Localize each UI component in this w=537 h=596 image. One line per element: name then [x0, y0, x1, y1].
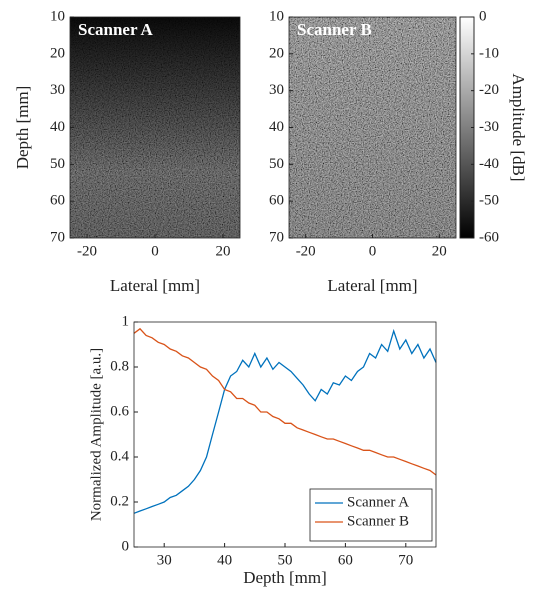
y-axis-label: Depth [mm] [13, 86, 32, 170]
y-tick-label: 50 [50, 156, 65, 172]
y-tick-label: 20 [50, 45, 65, 61]
x-axis-label: Depth [mm] [243, 568, 327, 587]
x-tick-label: 20 [432, 243, 447, 259]
x-tick-label: 50 [278, 552, 293, 568]
axes-frame [133, 321, 437, 548]
y-axis-label: Amplitude [dB] [509, 73, 528, 181]
x-axis-label: Lateral [mm] [327, 276, 417, 295]
y-tick-label: 50 [269, 156, 284, 172]
y-tick-label: 30 [50, 82, 65, 98]
line-series [133, 328, 437, 514]
x-axis-label: Lateral [mm] [110, 276, 200, 295]
axes-frame [288, 16, 457, 239]
y-tick-label: 0.6 [110, 403, 129, 419]
legend-box [309, 488, 433, 542]
x-tick-label: 40 [217, 552, 232, 568]
x-tick-label: 0 [369, 243, 377, 259]
y-tick-label: 1 [122, 313, 130, 329]
y-tick-label: 60 [50, 193, 65, 209]
panel-title: Scanner A [78, 20, 154, 39]
x-tick-label: -20 [77, 243, 97, 259]
y-axis-label: Normalized Amplitude [a.u.] [88, 348, 104, 521]
x-tick-label: 30 [157, 552, 172, 568]
x-tick-label: 70 [398, 552, 413, 568]
y-tick-label: -60 [479, 229, 499, 245]
panel-title: Scanner B [297, 20, 372, 39]
x-tick-label: -20 [296, 243, 316, 259]
y-tick-label: -20 [479, 82, 499, 98]
y-tick-label: -30 [479, 119, 499, 135]
y-tick-label: 40 [50, 119, 65, 135]
y-tick-label: 70 [269, 229, 284, 245]
y-tick-label: 40 [269, 119, 284, 135]
y-tick-label: 0.4 [110, 448, 129, 464]
y-tick-label: -10 [479, 45, 499, 61]
y-tick-label: 70 [50, 229, 65, 245]
y-tick-label: 20 [269, 45, 284, 61]
image-shading [70, 17, 240, 238]
image-shading [289, 17, 456, 238]
axes-frame [459, 16, 475, 239]
y-tick-label: 0.8 [110, 358, 129, 374]
axes-frame [69, 16, 241, 239]
x-tick-label: 0 [151, 243, 159, 259]
x-tick-label: 60 [338, 552, 353, 568]
y-tick-label: 0.2 [110, 493, 129, 509]
x-tick-label: 20 [216, 243, 231, 259]
line-series [133, 327, 437, 476]
y-tick-label: 0 [479, 8, 487, 24]
legend-label: Scanner B [347, 513, 409, 529]
y-tick-label: 10 [269, 8, 284, 24]
y-tick-label: 10 [50, 8, 65, 24]
y-tick-label: -40 [479, 156, 499, 172]
y-tick-label: 30 [269, 82, 284, 98]
y-tick-label: 60 [269, 193, 284, 209]
legend-label: Scanner A [347, 494, 409, 510]
y-tick-label: 0 [122, 538, 130, 554]
y-tick-label: -50 [479, 193, 499, 209]
